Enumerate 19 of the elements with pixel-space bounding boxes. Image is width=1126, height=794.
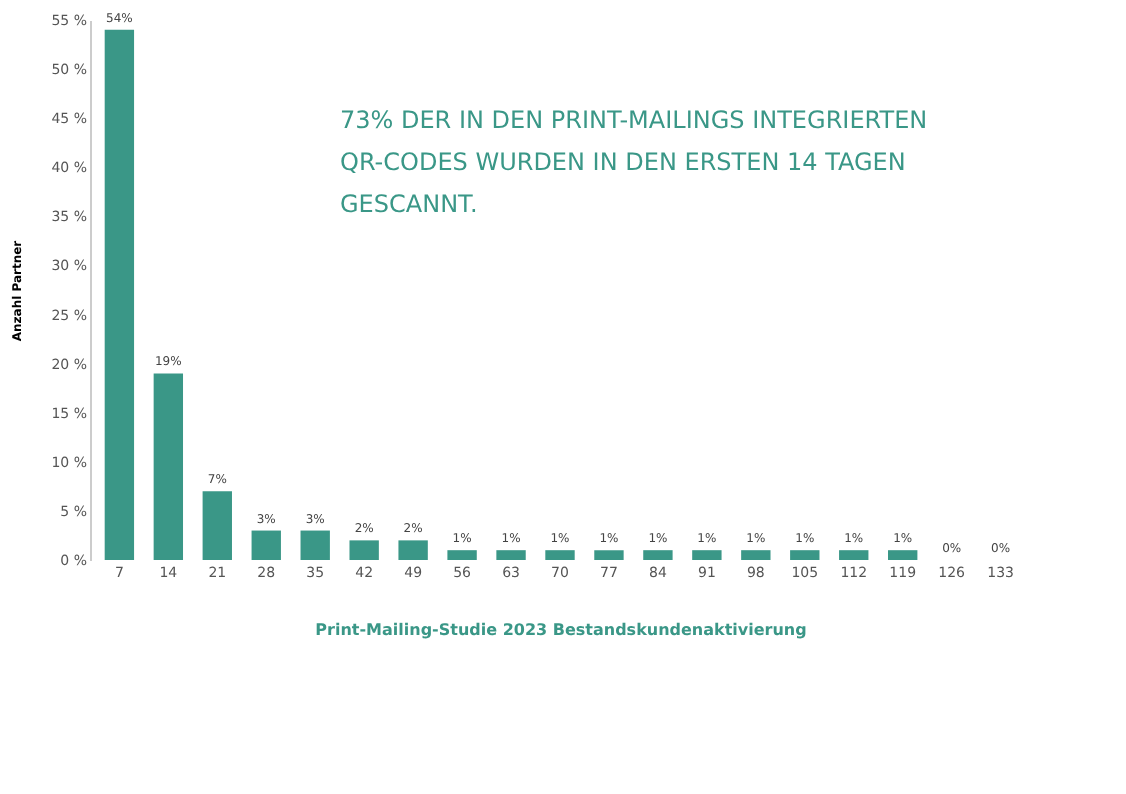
bar: [888, 550, 918, 560]
bar: [447, 550, 477, 560]
x-axis-title: Print-Mailing-Studie 2023 Bestandskundenaktivierung: [315, 621, 808, 639]
bar: [349, 540, 379, 560]
annotation: 73% DER IN DEN PRINT-MAILINGS INTEGRIERTEN QR-CODES WURDEN IN DEN ERSTEN 14 TAGEN GESCANNT.: [340, 106, 928, 218]
bar: [398, 540, 428, 560]
bar: [545, 550, 575, 560]
bar: [104, 29, 135, 560]
bar: [594, 550, 624, 560]
bar: [839, 550, 869, 560]
bar: [741, 550, 771, 560]
bar: [300, 530, 330, 560]
bar: [202, 491, 232, 560]
bar: [643, 550, 673, 560]
bar: [153, 373, 184, 560]
bar: [692, 550, 722, 560]
bar: [790, 550, 820, 560]
bar: [251, 530, 281, 560]
bar: [496, 550, 526, 560]
